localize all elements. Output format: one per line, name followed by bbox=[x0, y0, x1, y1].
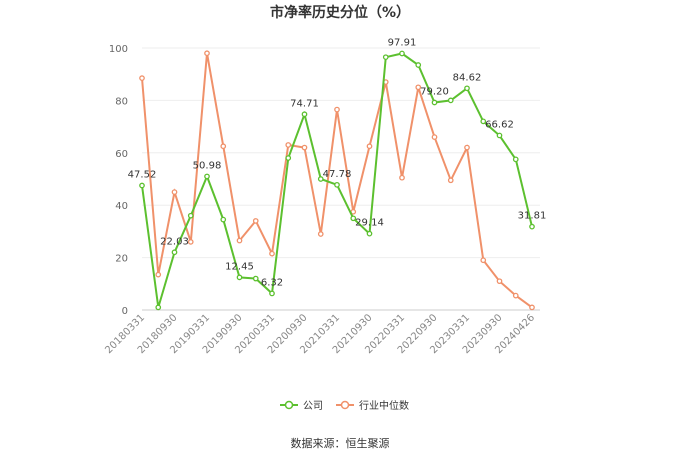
data-point[interactable] bbox=[155, 304, 162, 311]
y-tick-label: 60 bbox=[115, 149, 128, 160]
data-point[interactable] bbox=[187, 239, 194, 245]
data-point[interactable] bbox=[431, 134, 438, 140]
data-point[interactable] bbox=[447, 177, 454, 184]
data-point[interactable] bbox=[399, 174, 405, 181]
legend[interactable]: 公司 行业中位数 bbox=[280, 399, 409, 412]
data-point[interactable] bbox=[204, 173, 210, 180]
data-point[interactable] bbox=[317, 231, 324, 237]
data-label: 84.62 bbox=[453, 72, 482, 83]
data-point[interactable] bbox=[415, 62, 422, 68]
data-point[interactable] bbox=[285, 142, 292, 148]
data-point[interactable] bbox=[269, 250, 275, 257]
data-point[interactable] bbox=[155, 271, 162, 278]
legend-item[interactable]: 行业中位数 bbox=[336, 399, 409, 412]
series-line bbox=[141, 53, 533, 309]
data-point[interactable] bbox=[252, 218, 259, 224]
series-line bbox=[141, 52, 533, 308]
data-point[interactable] bbox=[334, 181, 340, 188]
data-point[interactable] bbox=[139, 75, 145, 81]
data-label: 74.71 bbox=[290, 98, 319, 109]
data-point[interactable] bbox=[366, 143, 373, 150]
data-point[interactable] bbox=[512, 156, 519, 163]
data-point[interactable] bbox=[480, 118, 487, 125]
data-point[interactable] bbox=[399, 50, 405, 57]
legend-label: 行业中位数 bbox=[359, 399, 409, 412]
data-point[interactable] bbox=[301, 144, 308, 151]
y-tick-label: 0 bbox=[122, 306, 128, 317]
legend-marker bbox=[340, 400, 350, 410]
legend-label: 公司 bbox=[303, 401, 323, 412]
series-layer bbox=[139, 50, 535, 311]
y-tick-label: 80 bbox=[115, 96, 128, 107]
y-tick-label: 100 bbox=[109, 44, 128, 55]
data-point[interactable] bbox=[139, 182, 145, 189]
data-label: 31.81 bbox=[518, 211, 547, 222]
data-point[interactable] bbox=[220, 143, 227, 150]
data-point[interactable] bbox=[220, 216, 227, 223]
data-point[interactable] bbox=[415, 84, 422, 91]
legend-marker bbox=[284, 400, 294, 410]
data-label: 22.03 bbox=[160, 236, 189, 247]
y-tick-label: 40 bbox=[115, 201, 128, 212]
data-point[interactable] bbox=[366, 230, 373, 237]
grid bbox=[142, 47, 540, 311]
data-point[interactable] bbox=[301, 111, 308, 118]
data-point[interactable] bbox=[512, 292, 519, 299]
data-point[interactable] bbox=[334, 106, 340, 113]
data-point[interactable] bbox=[285, 155, 292, 161]
data-point[interactable] bbox=[496, 278, 503, 285]
data-label: 6.32 bbox=[261, 277, 283, 288]
data-point[interactable] bbox=[204, 50, 210, 57]
data-label: 29.14 bbox=[355, 218, 384, 229]
data-point[interactable] bbox=[464, 144, 470, 151]
data-label: 97.91 bbox=[388, 37, 417, 48]
data-point[interactable] bbox=[431, 99, 438, 106]
data-point[interactable] bbox=[269, 290, 275, 297]
data-point[interactable] bbox=[464, 85, 470, 92]
data-label: 47.52 bbox=[128, 169, 157, 180]
legend-item[interactable]: 公司 bbox=[280, 400, 323, 412]
data-label: 12.45 bbox=[225, 261, 254, 272]
data-label: 50.98 bbox=[193, 160, 222, 171]
data-point[interactable] bbox=[236, 237, 243, 244]
data-point[interactable] bbox=[171, 189, 178, 195]
data-point[interactable] bbox=[252, 275, 259, 282]
data-labels: 47.52 22.03 50.98 12.45 6.32 74.71 47.78 29.14 9… bbox=[128, 37, 547, 288]
axes: 0204060801002018033120180930201903312019… bbox=[103, 44, 537, 356]
data-label: 79.20 bbox=[420, 86, 449, 97]
data-point[interactable] bbox=[171, 249, 178, 256]
data-label: 66.62 bbox=[485, 119, 514, 130]
data-point[interactable] bbox=[496, 132, 503, 139]
chart-title: 市净率历史分位（%） bbox=[270, 4, 410, 21]
data-label: 47.78 bbox=[323, 169, 352, 180]
data-point[interactable] bbox=[350, 215, 357, 222]
data-point[interactable] bbox=[187, 212, 194, 219]
data-point[interactable] bbox=[236, 274, 243, 281]
data-point[interactable] bbox=[529, 223, 535, 230]
data-point[interactable] bbox=[317, 176, 324, 182]
data-point[interactable] bbox=[382, 54, 389, 61]
data-point[interactable] bbox=[447, 97, 454, 104]
data-point[interactable] bbox=[529, 304, 535, 311]
data-source: 数据来源：恒生聚源 bbox=[291, 436, 390, 450]
y-tick-label: 20 bbox=[115, 254, 128, 265]
data-point[interactable] bbox=[480, 257, 487, 264]
